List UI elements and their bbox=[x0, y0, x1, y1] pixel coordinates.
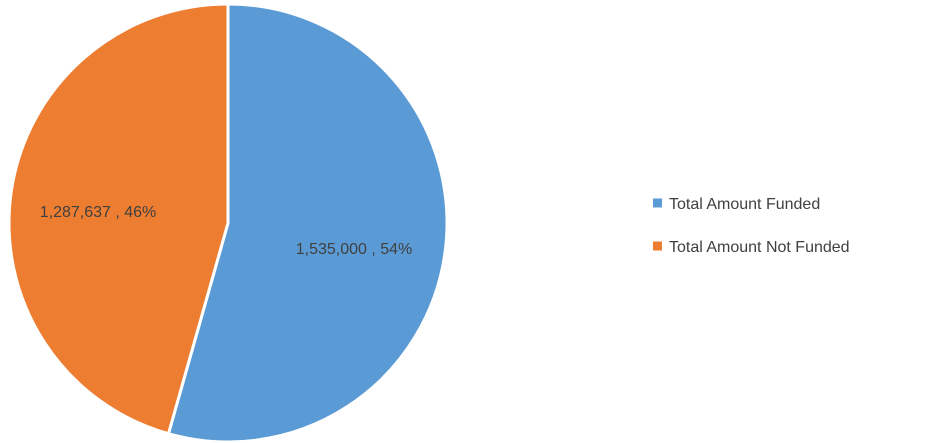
pie-data-label-2: 1,287,637 , 46% bbox=[40, 204, 157, 221]
pie-slice-1 bbox=[166, 2, 449, 443]
pie-slices bbox=[7, 2, 449, 443]
legend: Total Amount Funded Total Amount Not Fund… bbox=[653, 196, 850, 256]
pie-slice-2 bbox=[7, 2, 230, 436]
legend-label-1: Total Amount Funded bbox=[669, 196, 820, 213]
legend-label-2: Total Amount Not Funded bbox=[669, 239, 850, 256]
legend-swatch-1 bbox=[653, 198, 662, 208]
pie-data-labels: 1,535,000 , 54% 1,287,637 , 46% bbox=[40, 204, 413, 258]
legend-swatch-2 bbox=[653, 241, 662, 251]
pie-data-label-1: 1,535,000 , 54% bbox=[296, 241, 413, 258]
